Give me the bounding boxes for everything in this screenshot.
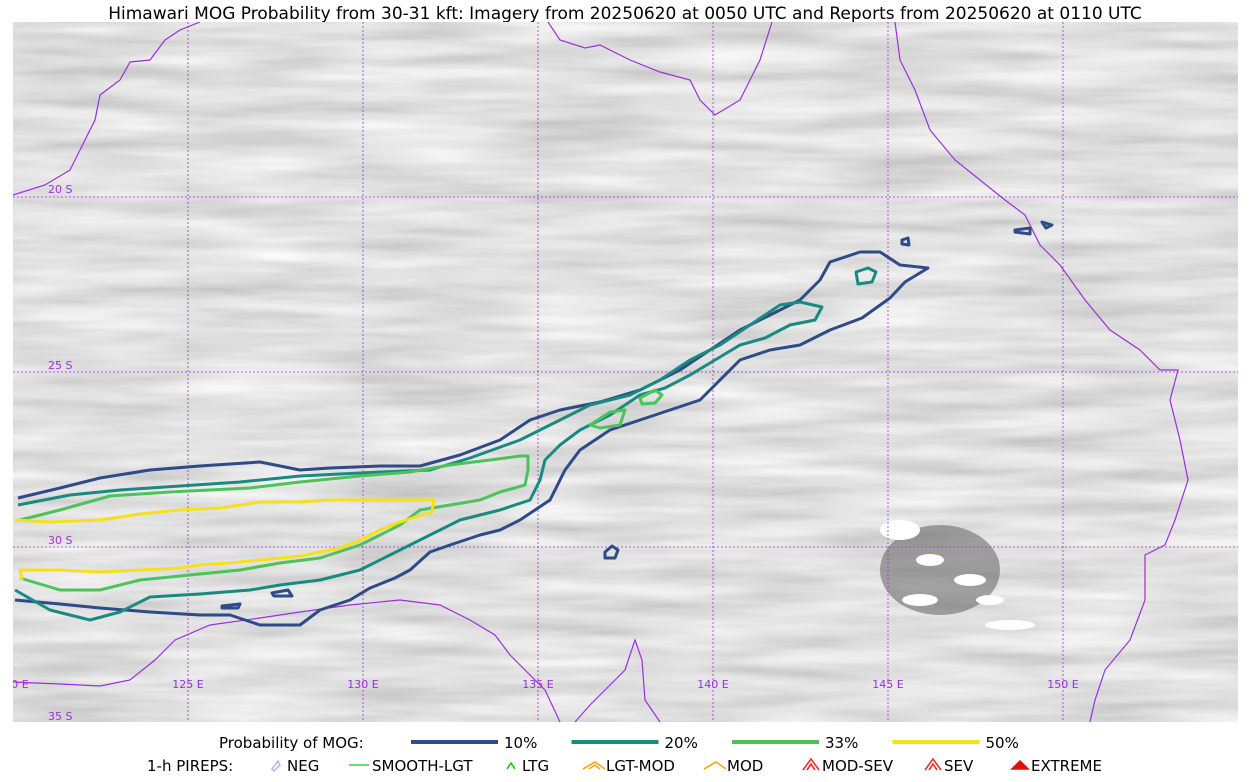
coastline [894, 22, 1189, 722]
legend-label: 1-h PIREPS: [147, 757, 233, 775]
legend-item: MOD [727, 757, 763, 775]
grid-labels: 20 S 25 S 30 S 35 S 120 E 125 E 130 E 135 E 140 … [0, 183, 1079, 723]
grid-lines [13, 22, 1238, 722]
latitude-label: 25 S [48, 359, 72, 372]
legend-item: SEV [944, 757, 974, 775]
latitude-label: 35 S [48, 710, 72, 723]
legend-item: 50% [986, 734, 1019, 752]
legend-symbol [802, 757, 820, 771]
contour-10 [220, 220, 1054, 610]
legend-item: LTG [522, 757, 549, 775]
legend: Probability of MOG: 10% 20% 33% 50% 1-h PIREP… [147, 734, 1102, 775]
longitude-label: 140 E [697, 678, 728, 691]
legend-symbol [506, 761, 516, 770]
title: Himawari MOG Probability from 30-31 kft:… [108, 4, 1142, 24]
legend-item: 33% [825, 734, 858, 752]
legend-symbol [924, 757, 942, 771]
legend-item: EXTREME [1031, 757, 1102, 775]
longitude-label: 125 E [172, 678, 203, 691]
legend-item: 10% [504, 734, 537, 752]
legend-symbol [270, 759, 281, 773]
coastline [574, 638, 661, 722]
legend-item: NEG [287, 757, 319, 775]
legend-item: MOD-SEV [822, 757, 894, 775]
latitude-label: 30 S [48, 534, 72, 547]
longitude-label: 130 E [347, 678, 378, 691]
contour-10 [14, 250, 930, 627]
legend-symbol [582, 761, 606, 770]
contour-33 [588, 388, 664, 430]
contour-50 [14, 498, 436, 581]
coastline [547, 22, 773, 116]
contour-20 [854, 266, 878, 286]
legend-item: LGT-MOD [606, 757, 675, 775]
latitude-label: 20 S [48, 183, 72, 196]
storm-cloud [880, 520, 1035, 630]
legend-label: Probability of MOG: [219, 734, 364, 752]
legend-symbol [1010, 759, 1030, 770]
coastline [13, 22, 201, 196]
legend-item: SMOOTH-LGT [372, 757, 473, 775]
longitude-label: 145 E [872, 678, 903, 691]
legend-item: 20% [665, 734, 698, 752]
probability-contours [14, 220, 1054, 627]
map: 20 S 25 S 30 S 35 S 120 E 125 E 130 E 135 E 140 … [0, 22, 1238, 723]
contour-33 [19, 454, 530, 592]
longitude-label: 120 E [0, 678, 29, 691]
legend-symbol [703, 761, 727, 770]
longitude-label: 135 E [522, 678, 553, 691]
longitude-label: 150 E [1047, 678, 1078, 691]
